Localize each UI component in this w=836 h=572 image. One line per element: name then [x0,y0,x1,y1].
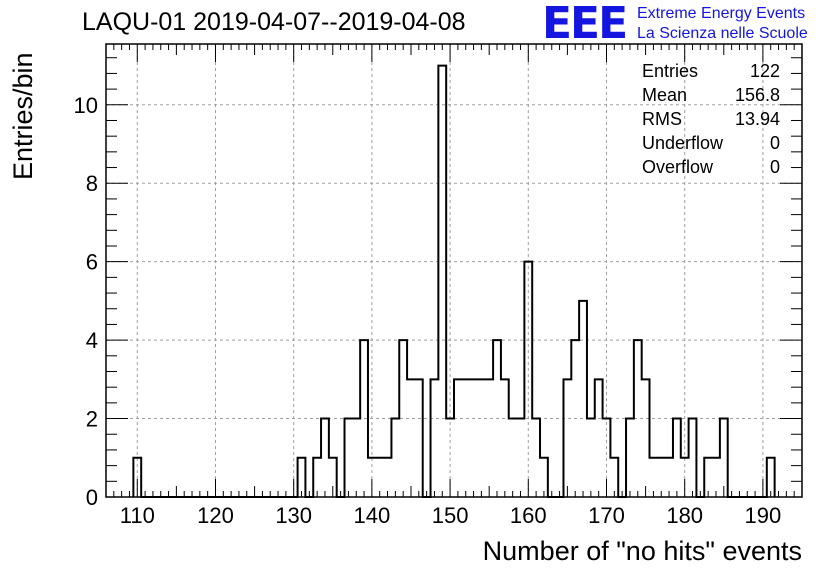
histogram-bin [540,458,548,497]
histogram-bin [517,419,525,497]
x-tick-label: 130 [275,503,312,528]
x-axis-label: Number of "no hits" events [482,536,802,566]
histogram-bin [665,458,673,497]
stat-label: Entries [642,61,699,81]
histogram-bin [485,379,493,497]
histogram-bin [384,458,392,497]
histogram-bin [610,458,618,497]
stat-row-rms: RMS 13.94 [642,108,780,132]
stat-value: 13.94 [734,109,780,129]
stat-value: 122 [749,61,780,81]
histogram-bin [493,340,501,497]
histogram-bin [313,458,321,497]
histogram-bin [399,340,407,497]
histogram-bin [626,419,634,497]
logo-text: Extreme Energy Events La Scienza nelle S… [637,4,808,44]
stat-value: 156.8 [734,85,780,105]
histogram-bin [532,419,540,497]
stat-label: Overflow [642,157,714,177]
histogram-bin [407,379,415,497]
histogram-bin [438,66,446,497]
histogram-bin [431,379,439,497]
y-tick-label: 8 [86,171,98,196]
histogram-bin [368,458,376,497]
stat-value: 0 [769,133,780,153]
eee-logo: EEE [542,0,628,49]
histogram-bin [345,419,353,497]
histogram-bin [462,379,470,497]
logo-line-1: Extreme Energy Events [637,5,806,22]
x-tick-label: 160 [510,503,547,528]
histogram-bin [352,419,360,497]
histogram-bin [524,262,532,497]
histogram-bin [579,301,587,497]
x-tick-label: 120 [197,503,234,528]
stat-label: Underflow [642,133,724,153]
histogram-bin [650,458,658,497]
y-tick-label: 6 [86,250,98,275]
histogram-bin [704,458,712,497]
histogram-bin [477,379,485,497]
stat-row-mean: Mean 156.8 [642,84,780,108]
x-tick-label: 150 [432,503,469,528]
histogram-bin [595,379,603,497]
stat-row-entries: Entries 122 [642,60,780,84]
x-tick-label: 180 [666,503,703,528]
y-tick-label: 0 [86,485,98,510]
plot-frame [105,43,803,498]
chart-title: LAQU-01 2019-04-07--2019-04-08 [82,8,466,36]
histogram-bin [689,419,697,497]
y-axis-label: Entries/bin [8,52,38,180]
histogram-bin [391,419,399,497]
y-tick-label: 2 [86,407,98,432]
histogram-bin [720,419,728,497]
stat-row-underflow: Underflow 0 [642,132,780,156]
histogram-bin [415,379,423,497]
x-tick-label: 190 [745,503,782,528]
stat-label: RMS [642,109,682,129]
histogram-bin [673,419,681,497]
histogram-bin [571,340,579,497]
histogram-bin [298,458,306,497]
histogram-bin [360,340,368,497]
y-tick-label: 10 [74,93,98,118]
histogram-bin [767,458,775,497]
histogram-bin [563,379,571,497]
histogram-bin [642,379,650,497]
x-tick-label: 140 [354,503,391,528]
x-tick-label: 110 [120,503,155,528]
histogram-bin [470,379,478,497]
stat-value: 0 [769,157,780,177]
histogram-bin [446,419,454,497]
histogram-bin [634,340,642,497]
histogram-bin [321,419,329,497]
histogram-bin [603,419,611,497]
histogram-bin [657,458,665,497]
stats-box: Entries 122 Mean 156.8 RMS 13.94 Underfl… [642,60,780,180]
histogram-bin [712,458,720,497]
y-tick-label: 4 [86,328,98,353]
histogram-bin [376,458,384,497]
histogram-bin [509,419,517,497]
histogram-bin [454,379,462,497]
stat-row-overflow: Overflow 0 [642,156,780,180]
histogram-bin [587,419,595,497]
histogram-bin [681,458,689,497]
histogram-bin [501,379,509,497]
stat-label: Mean [642,85,688,105]
x-tick-label: 170 [588,503,625,528]
histogram-bin [133,458,141,497]
logo-line-2: La Scienza nelle Scuole [637,25,808,42]
histogram-outline [132,64,776,498]
histogram-bin [329,458,337,497]
